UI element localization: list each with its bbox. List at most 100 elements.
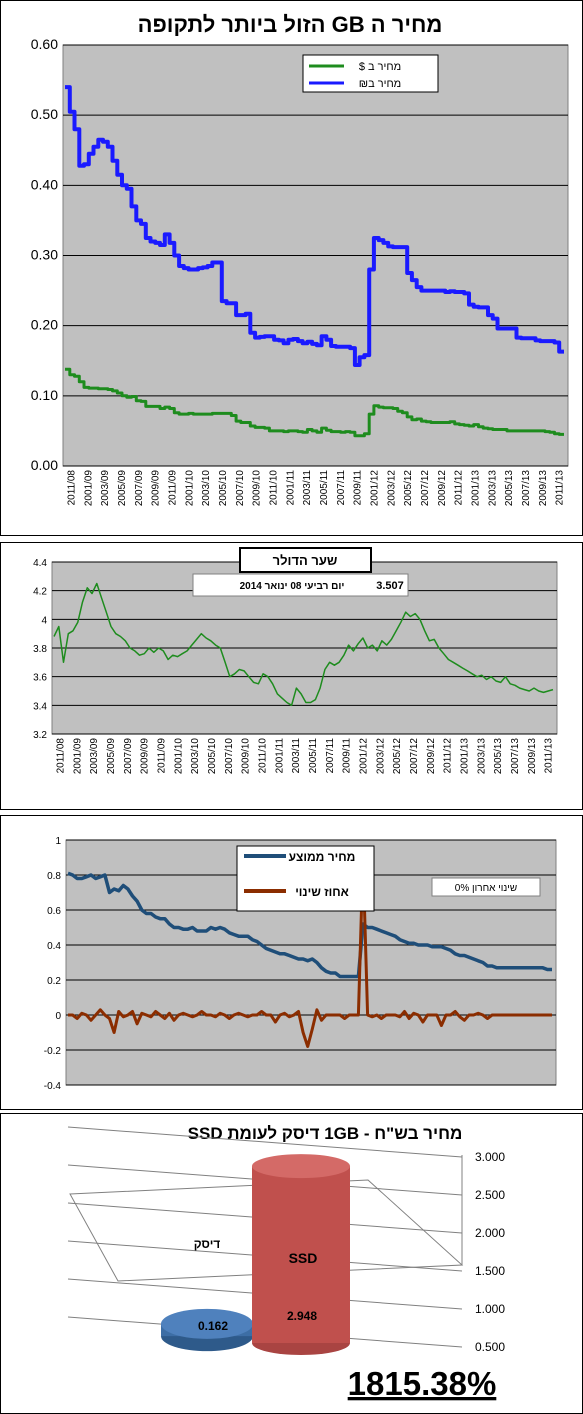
average-change-chart: -0.4 -0.2 0 0.2 0.4 0.6 0.8 1 מחיר ממוצע אחוז ש… [0, 815, 583, 1110]
rate-date: יום רביעי 08 ינואר 2014 [240, 581, 345, 592]
x-tick-label: 2011/13 [544, 738, 555, 774]
x-tick-label: 2007/13 [521, 470, 532, 507]
x-tick-label: 2011/10 [268, 470, 279, 506]
x-tick-label: 2001/12 [369, 470, 380, 507]
y-tick-label: 0.500 [475, 1340, 505, 1354]
x-tick-label: 2007/10 [235, 470, 246, 507]
x-tick-label: 2001/12 [358, 738, 369, 775]
chart1-legend: מחיר ב $ מחיר ב₪ [302, 54, 439, 93]
y-tick-label: 4.2 [33, 587, 47, 598]
y-tick-label: -0.2 [44, 1046, 62, 1057]
legend-label-usd: מחיר ב $ [359, 61, 401, 73]
y-tick-label: 0.10 [31, 387, 58, 403]
y-tick-label: 0.2 [47, 976, 61, 987]
chart4-title: מחיר בש"ח - 1GB דיסק לעומת SSD [188, 1124, 463, 1143]
chart-panel-ssd: מחיר בש"ח - 1GB דיסק לעומת SSD 0.500 1.00… [0, 1113, 583, 1414]
percent-difference: 1815.38% [348, 1365, 497, 1402]
x-tick-label: 2003/09 [89, 738, 100, 775]
ssd-vs-disk-chart: מחיר בש"ח - 1GB דיסק לעומת SSD 0.500 1.00… [0, 1113, 583, 1414]
x-tick-label: 2009/09 [151, 470, 162, 507]
y-tick-label: -0.4 [44, 1081, 62, 1092]
x-tick-label: 2003/10 [190, 738, 201, 775]
x-tick-label: 2005/13 [493, 738, 504, 775]
chart-panel-average: -0.4 -0.2 0 0.2 0.4 0.6 0.8 1 מחיר ממוצע אחוז ש… [0, 815, 583, 1110]
x-tick-label: 2005/09 [106, 738, 117, 775]
series-line [65, 85, 564, 367]
x-tick-label: 2011/12 [454, 470, 465, 506]
legend-label-change: אחוז שינוי [295, 885, 349, 899]
series-line [53, 582, 554, 707]
x-tick-label: 2005/12 [392, 738, 403, 775]
y-tick-label: 3.8 [33, 644, 47, 655]
x-tick-label: 2005/11 [308, 738, 319, 774]
y-tick-label: 2.500 [475, 1188, 505, 1202]
bar-ssd: SSD 2.948 [252, 1154, 350, 1355]
chart1-title: מחיר ה GB הזול ביותר לתקופה [138, 12, 443, 37]
x-tick-label: 2007/10 [224, 738, 235, 775]
x-tick-label: 2011/08 [66, 470, 77, 506]
chart2-title: שער הדולר [273, 553, 338, 568]
x-tick-label: 2003/13 [487, 470, 498, 507]
y-tick-label: 2.000 [475, 1226, 505, 1240]
rate-value: 3.507 [376, 580, 404, 592]
x-tick-label: 2009/12 [437, 470, 448, 507]
x-tick-label: 2009/13 [538, 470, 549, 507]
y-tick-label: 4 [41, 615, 47, 626]
y-tick-label: 1 [55, 836, 61, 847]
x-tick-label: 2009/09 [140, 738, 151, 775]
x-tick-label: 2001/09 [72, 738, 83, 775]
y-tick-label: 0.6 [47, 906, 61, 917]
y-tick-label: 0.00 [31, 457, 58, 473]
x-tick-label: 2001/13 [459, 738, 470, 775]
y-tick-label: 0.50 [31, 106, 58, 122]
x-tick-label: 2007/09 [134, 470, 145, 507]
y-tick-label: 0 [55, 1011, 61, 1022]
y-tick-label: 0.40 [31, 176, 58, 192]
y-tick-label: 3.4 [33, 701, 47, 712]
y-tick-label: 3.6 [33, 673, 47, 684]
bar-disk: 0.162 דיסק [161, 1237, 253, 1352]
x-tick-label: 2001/11 [285, 470, 296, 506]
x-tick-label: 2005/10 [218, 470, 229, 507]
x-tick-label: 2005/09 [117, 470, 128, 507]
legend-label-ils: מחיר ב₪ [359, 78, 402, 90]
x-tick-label: 2011/09 [167, 470, 178, 506]
bar-value-label: 2.948 [287, 1309, 317, 1323]
x-tick-label: 2011/13 [555, 470, 566, 506]
chart3-legend: מחיר ממוצע אחוז שינוי [236, 845, 375, 912]
x-tick-label: 2007/12 [409, 738, 420, 775]
x-tick-label: 2001/13 [470, 470, 481, 507]
x-tick-label: 2009/11 [342, 738, 353, 774]
chart3-annotation: שינוי אחרון 0% [431, 877, 541, 897]
x-tick-label: 2005/10 [207, 738, 218, 775]
x-tick-label: 2001/10 [184, 470, 195, 507]
x-tick-label: 2003/11 [291, 738, 302, 774]
y-tick-label: 1.000 [475, 1302, 505, 1316]
category-label: דיסק [194, 1237, 221, 1251]
x-tick-label: 2003/12 [386, 470, 397, 507]
chart2-annotation: 3.507 יום רביעי 08 ינואר 2014 [192, 573, 409, 597]
y-tick-label: 3.000 [475, 1150, 505, 1164]
y-tick-label: 0.60 [31, 36, 58, 52]
x-tick-label: 2007/13 [510, 738, 521, 775]
bar-value-label: 0.162 [198, 1319, 228, 1333]
dollar-rate-chart: 3.2 3.4 3.6 3.8 4 4.2 4.4 2011/08 2001/09 2003/0… [0, 542, 583, 810]
x-tick-label: 2009/13 [527, 738, 538, 775]
x-tick-label: 2007/11 [325, 738, 336, 774]
x-tick-label: 2001/10 [173, 738, 184, 775]
chart2-title-box: שער הדולר [239, 547, 372, 573]
x-tick-label: 2009/10 [241, 738, 252, 775]
x-tick-label: 2005/13 [504, 470, 515, 507]
x-tick-label: 2003/10 [201, 470, 212, 507]
chart-panel-gb-price: מחיר ה GB הזול ביותר לתקופה 0.00 0.10 0.20… [0, 0, 583, 536]
x-tick-label: 2011/12 [443, 738, 454, 774]
y-tick-label: 0.30 [31, 247, 58, 263]
x-tick-label: 2011/08 [55, 738, 66, 774]
category-label: SSD [289, 1250, 318, 1266]
y-tick-label: 1.500 [475, 1264, 505, 1278]
gridline [67, 1126, 463, 1158]
x-tick-label: 2001/11 [274, 738, 285, 774]
x-tick-label: 2007/11 [336, 470, 347, 506]
chart-panel-dollar: 3.2 3.4 3.6 3.8 4 4.2 4.4 2011/08 2001/09 2003/0… [0, 542, 583, 810]
x-tick-label: 2001/09 [83, 470, 94, 507]
